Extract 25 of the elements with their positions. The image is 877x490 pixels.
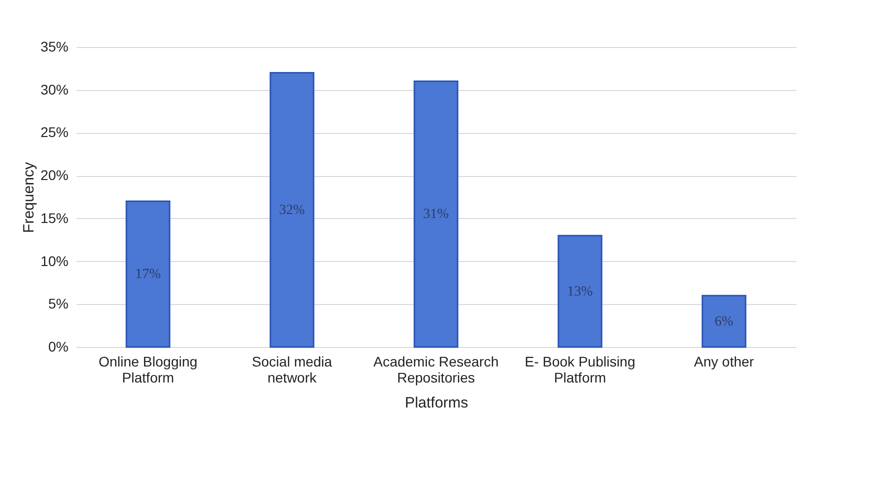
x-tick-label: Any other (694, 354, 754, 370)
bar (414, 80, 458, 348)
bar (126, 200, 170, 348)
x-tick-label: E- Book Publising Platform (524, 354, 636, 386)
y-tick-label: 30% (40, 81, 68, 98)
data-label: 13% (567, 284, 594, 300)
x-axis-title: Platforms (404, 394, 468, 412)
y-tick-label: 20% (40, 167, 68, 184)
bar (702, 294, 746, 348)
x-tick-label: Online Blogging Platform (98, 354, 198, 386)
y-axis-title: Frequency (20, 162, 38, 233)
data-label: 31% (423, 207, 450, 222)
data-label: 6% (714, 314, 734, 330)
y-tick-label: 10% (40, 252, 68, 269)
y-tick-label: 0% (48, 338, 68, 354)
bar (558, 234, 602, 348)
y-tick-label: 5% (48, 296, 68, 312)
y-tick-label: 25% (40, 124, 68, 140)
bar (270, 72, 314, 348)
data-label: 32% (279, 202, 306, 218)
y-tick-label: 15% (40, 210, 68, 226)
x-tick-label: Social media network (252, 354, 332, 386)
data-label: 17% (135, 267, 162, 282)
x-tick-label: Academic Research Repositories (373, 354, 499, 386)
y-tick-label: 35% (40, 38, 68, 54)
